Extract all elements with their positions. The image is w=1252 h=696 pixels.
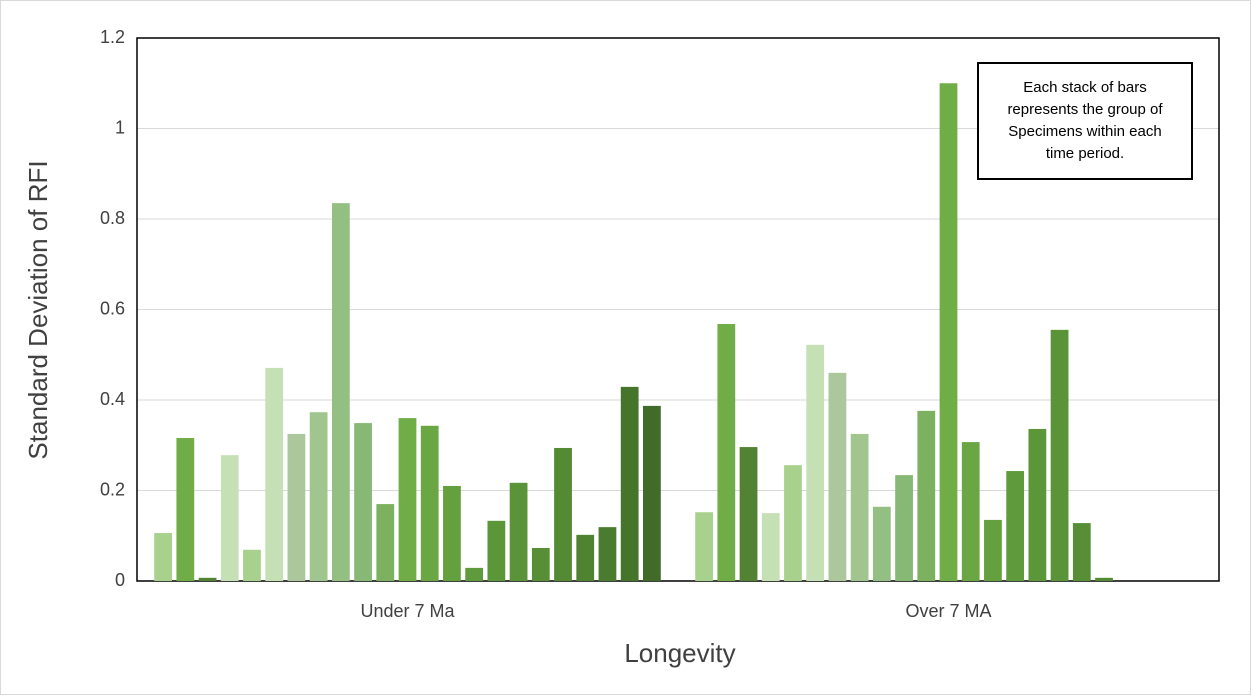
bar <box>576 534 595 581</box>
bar <box>465 567 484 581</box>
y-tick-label: 0.6 <box>100 298 125 318</box>
bar <box>739 447 758 581</box>
bar <box>509 482 528 581</box>
bar <box>961 442 980 581</box>
bar <box>176 438 195 581</box>
x-tick-label: Under 7 Ma <box>360 601 455 621</box>
bar <box>554 447 572 581</box>
bar <box>872 506 891 581</box>
bar <box>598 527 617 581</box>
x-tick-label: Over 7 MA <box>905 601 991 621</box>
plot-border <box>136 37 1220 582</box>
bar <box>420 425 439 581</box>
bar <box>1095 577 1113 581</box>
bar <box>939 83 958 581</box>
bar <box>309 412 328 581</box>
bar <box>784 465 802 581</box>
bar <box>398 418 417 581</box>
bar <box>1006 471 1025 581</box>
bar <box>643 405 661 581</box>
y-tick-label: 1 <box>115 117 125 137</box>
bar <box>984 519 1002 581</box>
bar <box>531 547 550 581</box>
bar <box>265 367 284 581</box>
bar <box>154 533 172 581</box>
x-axis-title: Longevity <box>624 638 735 668</box>
bar <box>354 423 372 581</box>
bar <box>1072 523 1091 581</box>
bar <box>717 323 736 581</box>
bar <box>620 386 639 581</box>
bar <box>220 455 239 581</box>
bar <box>331 203 350 581</box>
y-tick-label: 0.2 <box>100 479 125 499</box>
bar <box>443 485 461 581</box>
bar <box>287 433 306 581</box>
bar <box>917 410 936 581</box>
bar <box>1028 428 1047 581</box>
bar <box>761 513 780 581</box>
bar <box>850 433 869 581</box>
bar <box>198 577 217 581</box>
annotation: Each stack of bars represents the group … <box>977 62 1193 180</box>
y-tick-label: 1.2 <box>100 27 125 47</box>
bar <box>1050 329 1069 581</box>
y-tick-label: 0.4 <box>100 389 125 409</box>
y-axis-title: Standard Deviation of RFI <box>23 160 53 459</box>
bar <box>487 520 506 581</box>
bar <box>695 512 713 581</box>
bar <box>895 475 913 581</box>
bar <box>243 549 261 581</box>
y-tick-label: 0 <box>115 570 125 590</box>
bar <box>828 372 847 581</box>
bar <box>806 344 825 581</box>
y-tick-label: 0.8 <box>100 208 125 228</box>
bar <box>376 504 395 581</box>
